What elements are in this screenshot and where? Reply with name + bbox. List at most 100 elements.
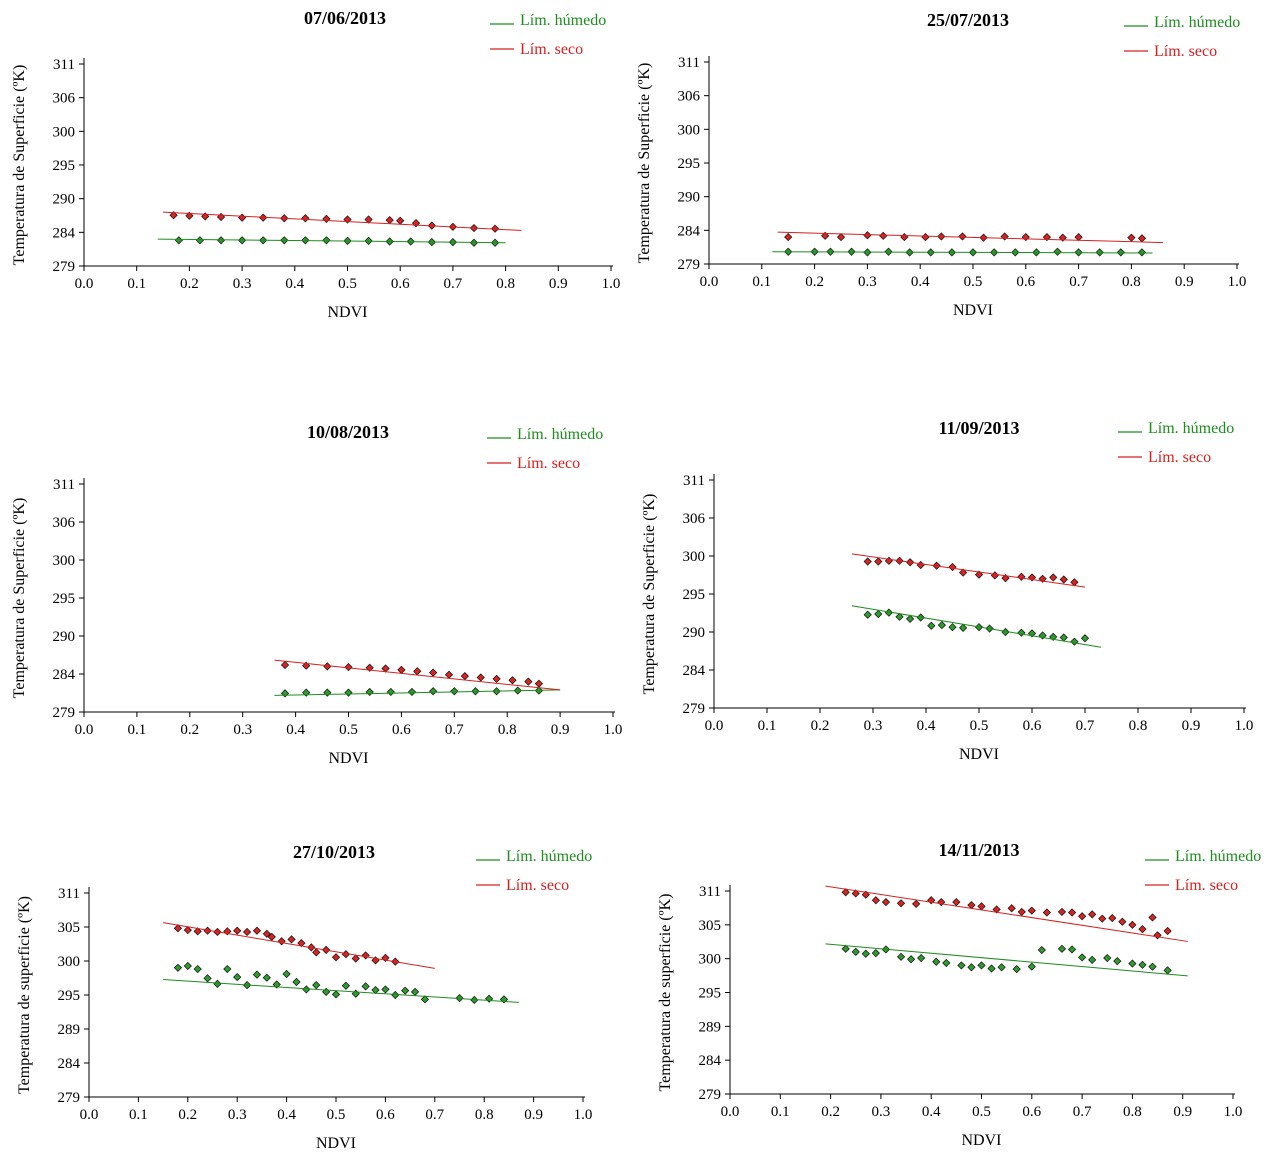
y-tick-label: 284 [683, 663, 706, 679]
wet-limit-line [772, 251, 1153, 254]
data-point [863, 557, 872, 566]
data-point [193, 964, 202, 974]
x-tick-label: 0.1 [127, 276, 146, 292]
data-point [1017, 628, 1026, 637]
y-tick-label: 290 [53, 192, 76, 208]
series-dry [173, 924, 400, 966]
y-axis-label: Temperatura de superficie (ºK) [657, 894, 674, 1092]
data-point [967, 963, 976, 972]
y-tick-label: 311 [699, 884, 721, 900]
data-point [173, 924, 183, 933]
chart-title: 07/06/2013 [304, 8, 386, 28]
chart-title: 14/11/2013 [938, 840, 1019, 860]
series-wet [863, 608, 1090, 646]
x-tick-label: 0.1 [752, 274, 771, 290]
data-point [1027, 906, 1036, 915]
x-tick-label: 0.8 [1122, 274, 1141, 290]
dry-limit-line [274, 659, 561, 691]
data-point [238, 213, 247, 222]
data-point [1088, 910, 1097, 919]
y-tick-label: 311 [58, 886, 80, 902]
data-point [420, 995, 430, 1004]
x-tick-label: 0.8 [496, 276, 515, 292]
x-tick-label: 0.7 [444, 276, 463, 292]
x-tick-label: 0.2 [811, 718, 830, 734]
y-axis-label: Temperatura de Superficie (ºK) [641, 494, 658, 695]
scatter-panel-1: 0.0 0.1 0.2 0.3 0.4 0.5 0.6 0.7 0.8 0.9 1.0 279 284 2… [11, 8, 620, 321]
x-axis-label: NDVI [316, 1135, 356, 1152]
x-tick-label: 0.0 [705, 718, 724, 734]
data-point [410, 987, 420, 997]
y-tick-label: 295 [699, 986, 722, 1002]
data-point [1037, 945, 1046, 955]
data-point [1163, 926, 1172, 936]
data-point [1116, 248, 1125, 257]
y-tick-label: 290 [683, 625, 706, 641]
x-tick-label: 0.8 [1123, 1104, 1142, 1120]
y-tick-label: 305 [58, 920, 81, 936]
data-point [174, 236, 183, 245]
data-point [1027, 629, 1037, 638]
y-tick-label: 284 [678, 223, 701, 239]
data-point [351, 954, 360, 963]
data-point [921, 232, 930, 242]
legend-dry-label: Lím. seco [1175, 877, 1238, 894]
x-tick-label: 0.7 [445, 722, 464, 738]
series-wet [173, 961, 509, 1005]
data-point [277, 937, 286, 946]
wet-limit-line [274, 689, 561, 696]
y-tick-label: 311 [683, 473, 705, 489]
x-tick-label: 0.6 [376, 1107, 395, 1123]
data-point [821, 231, 830, 240]
data-point [948, 562, 957, 572]
data-point [381, 985, 390, 994]
wet-limit-line [157, 238, 506, 244]
scatter-panel-3: 0.0 0.1 0.2 0.3 0.4 0.5 0.6 0.7 0.8 0.9 1.0 279 284 2… [11, 422, 622, 767]
data-point [1027, 573, 1037, 582]
data-point [861, 890, 870, 899]
data-point [1078, 912, 1087, 921]
data-point [396, 216, 405, 225]
data-point [927, 621, 936, 630]
data-point [460, 671, 469, 681]
y-tick-label: 300 [53, 124, 76, 140]
legend-wet-label: Lím. húmedo [517, 426, 603, 443]
y-tick-label: 300 [53, 553, 76, 569]
x-tick-label: 0.3 [872, 1104, 891, 1120]
data-point [429, 687, 438, 696]
x-tick-label: 1.0 [1228, 274, 1247, 290]
data-point [906, 614, 915, 623]
data-point [183, 925, 192, 935]
data-point [455, 993, 464, 1003]
data-point [841, 944, 850, 953]
x-tick-label: 0.5 [338, 276, 357, 292]
data-point [1103, 953, 1112, 963]
data-point [364, 215, 373, 224]
data-point [444, 670, 454, 679]
data-point [784, 232, 793, 242]
legend-dry-label: Lím. seco [1148, 449, 1211, 466]
y-tick-label: 295 [678, 156, 701, 172]
y-tick-label: 306 [678, 89, 701, 105]
x-tick-label: 0.4 [277, 1107, 296, 1123]
data-point [381, 953, 390, 963]
data-point [1057, 907, 1067, 917]
y-tick-label: 300 [699, 952, 722, 968]
y-tick-label: 284 [58, 1056, 81, 1072]
data-point [959, 623, 968, 632]
y-tick-label: 305 [699, 918, 722, 934]
x-tick-label: 0.9 [1182, 718, 1201, 734]
x-tick-label: 0.1 [758, 718, 777, 734]
data-point [917, 953, 926, 963]
data-point [916, 560, 925, 570]
y-tick-label: 289 [699, 1019, 722, 1035]
data-point [485, 994, 494, 1003]
x-tick-label: 1.0 [1235, 718, 1254, 734]
data-point [524, 677, 533, 686]
scatter-panel-4: 0.0 0.1 0.2 0.3 0.4 0.5 0.6 0.7 0.8 0.9 1.0 279 284 2… [641, 418, 1253, 763]
data-point [1067, 908, 1077, 917]
x-tick-label: 0.3 [233, 276, 252, 292]
data-point [841, 888, 850, 897]
data-point [1059, 633, 1068, 642]
x-tick-label: 0.9 [551, 722, 570, 738]
